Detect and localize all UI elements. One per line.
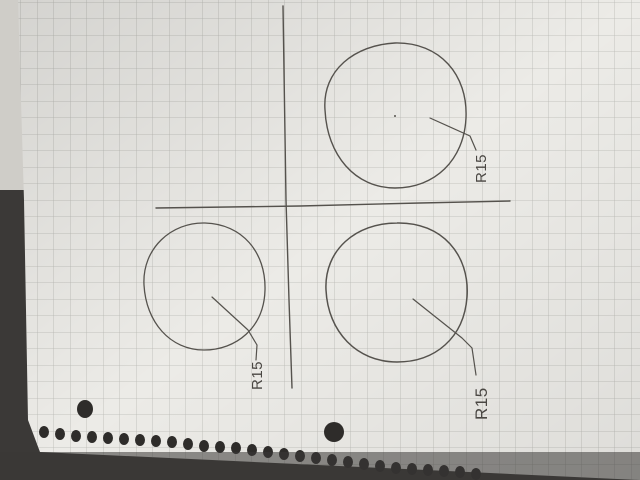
- vertical-axis-line: [282, 5, 293, 389]
- radius-label-bottom-right: R15: [472, 387, 491, 420]
- center-mark-top-right: [394, 115, 396, 117]
- radius-leader-bottom-left: [211, 296, 258, 361]
- radius-leader-top-right: [429, 117, 477, 151]
- radius-label-top-right: R15: [473, 154, 490, 183]
- horizontal-axis-line: [155, 200, 511, 209]
- desk-bottom-strip: [0, 452, 640, 480]
- circle-top-right: [324, 42, 467, 189]
- circle-bottom-left: [143, 222, 266, 351]
- paper-lighting: [18, 0, 640, 480]
- circle-bottom-right: [325, 222, 468, 363]
- radius-label-bottom-left: R15: [249, 361, 266, 390]
- radius-leader-bottom-right: [412, 298, 477, 376]
- pencil-sketch: [143, 5, 511, 389]
